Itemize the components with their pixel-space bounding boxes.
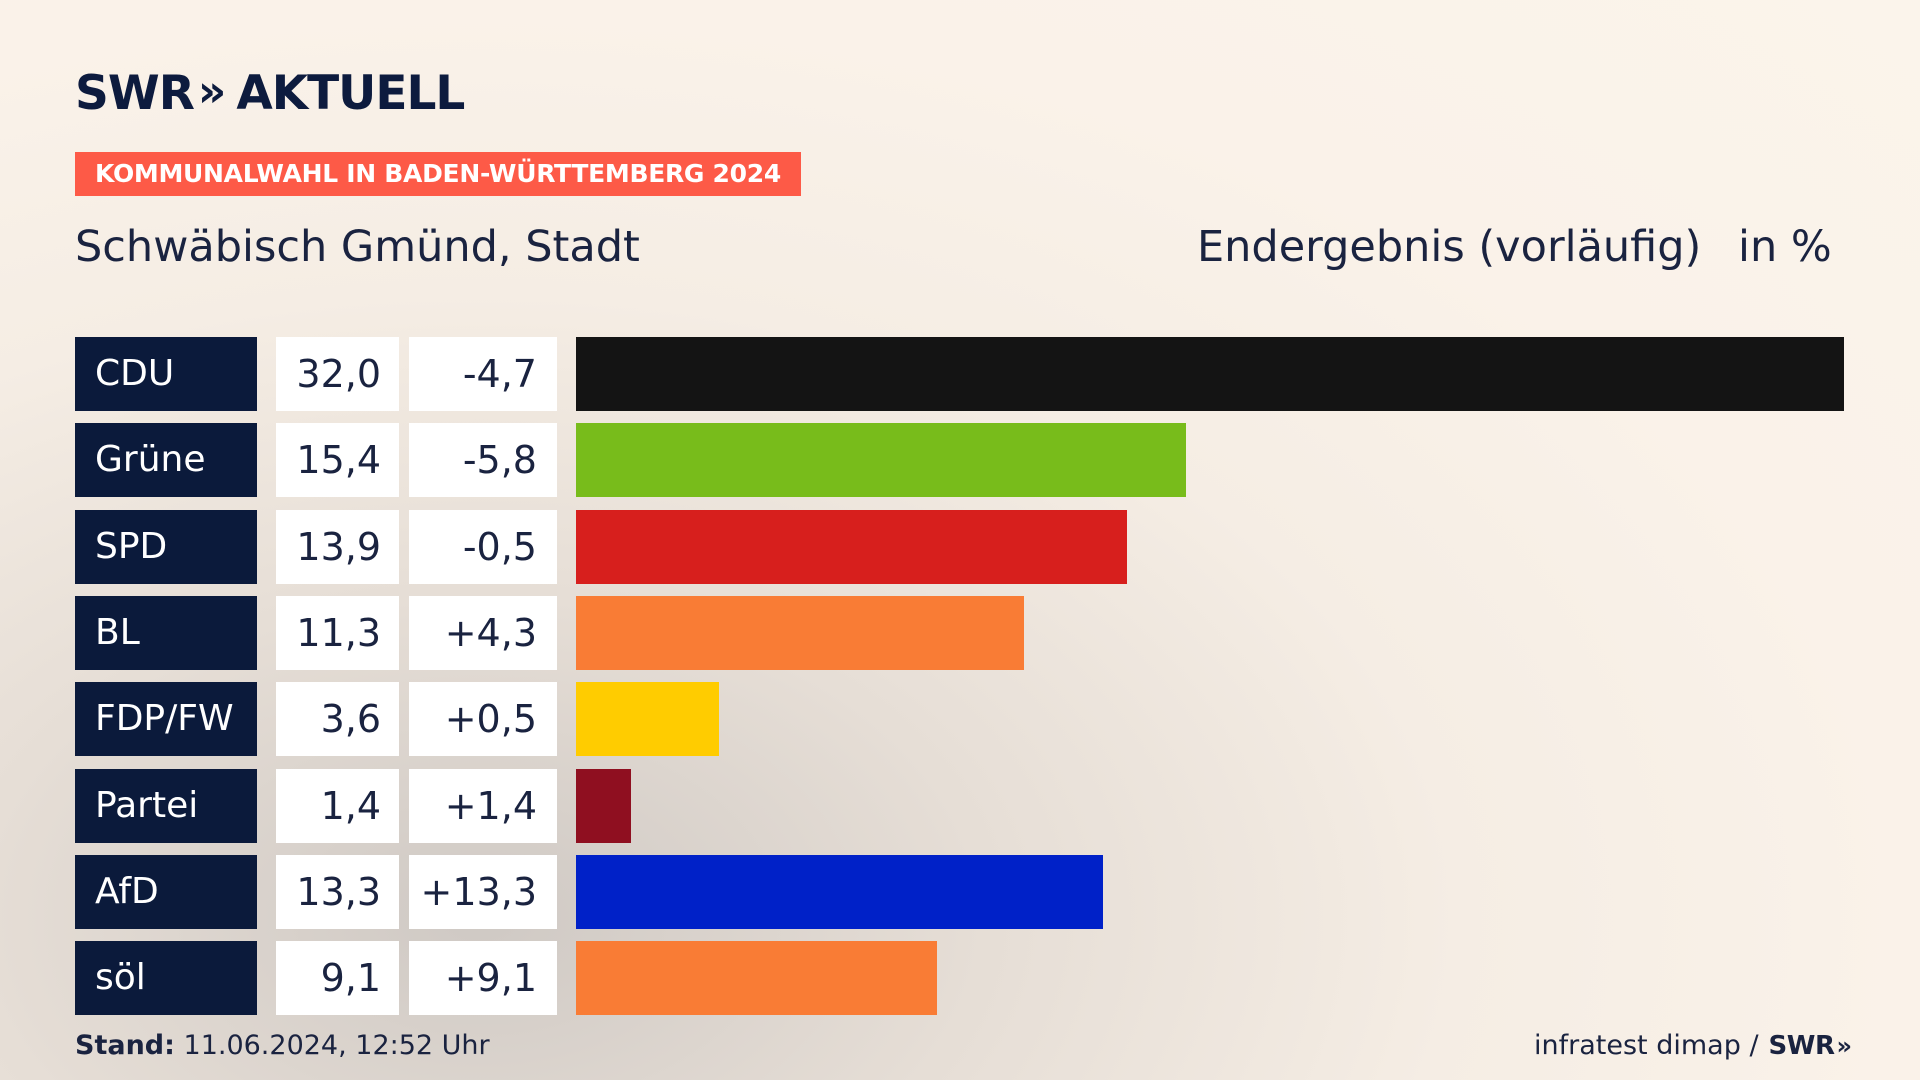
source-credit: infratest dimap / SWR » [1534, 1030, 1851, 1061]
result-bar [576, 941, 937, 1015]
source-swr-logo: SWR [1768, 1030, 1835, 1061]
party-label: FDP/FW [75, 682, 257, 756]
result-row: CDU 32,0 -4,7 [0, 337, 1920, 411]
result-row: AfD 13,3 +13,3 [0, 855, 1920, 929]
change-label: -4,7 [409, 337, 557, 411]
logo-aktuell-text: AKTUELL [236, 66, 465, 121]
result-bar [576, 855, 1103, 929]
party-label: CDU [75, 337, 257, 411]
swr-aktuell-logo: SWR » AKTUELL [75, 66, 465, 121]
change-label: +9,1 [409, 941, 557, 1015]
region-title: Schwäbisch Gmünd, Stadt [75, 222, 640, 272]
vote-share-label: 32,0 [276, 337, 399, 411]
source-text: infratest dimap / [1534, 1030, 1759, 1061]
vote-share-label: 11,3 [276, 596, 399, 670]
change-label: +0,5 [409, 682, 557, 756]
party-label: AfD [75, 855, 257, 929]
party-label: söl [75, 941, 257, 1015]
party-label: BL [75, 596, 257, 670]
result-status: Endergebnis (vorläufig) [1197, 222, 1702, 272]
source-chevron-icon: » [1836, 1031, 1851, 1060]
result-bar [576, 337, 1844, 411]
result-row: Grüne 15,4 -5,8 [0, 423, 1920, 497]
stand-label: Stand: [75, 1030, 175, 1061]
stand-value: 11.06.2024, 12:52 Uhr [183, 1030, 490, 1061]
result-bar [576, 423, 1186, 497]
vote-share-label: 15,4 [276, 423, 399, 497]
vote-share-label: 9,1 [276, 941, 399, 1015]
unit-label: in % [1738, 222, 1832, 272]
logo-swr-text: SWR [75, 66, 195, 121]
result-bar [576, 596, 1024, 670]
change-label: +13,3 [409, 855, 557, 929]
change-label: +1,4 [409, 769, 557, 843]
change-label: -0,5 [409, 510, 557, 584]
result-row: SPD 13,9 -0,5 [0, 510, 1920, 584]
vote-share-label: 3,6 [276, 682, 399, 756]
party-label: SPD [75, 510, 257, 584]
result-row: Partei 1,4 +1,4 [0, 769, 1920, 843]
election-badge: KOMMUNALWAHL IN BADEN-WÜRTTEMBERG 2024 [75, 152, 801, 196]
change-label: +4,3 [409, 596, 557, 670]
result-row: FDP/FW 3,6 +0,5 [0, 682, 1920, 756]
result-bar [576, 682, 719, 756]
result-row: söl 9,1 +9,1 [0, 941, 1920, 1015]
result-row: BL 11,3 +4,3 [0, 596, 1920, 670]
party-label: Grüne [75, 423, 257, 497]
logo-chevron-icon: » [197, 66, 227, 117]
timestamp: Stand: 11.06.2024, 12:52 Uhr [75, 1030, 490, 1061]
vote-share-label: 1,4 [276, 769, 399, 843]
change-label: -5,8 [409, 423, 557, 497]
vote-share-label: 13,3 [276, 855, 399, 929]
result-bar [576, 510, 1127, 584]
result-bar [576, 769, 631, 843]
vote-share-label: 13,9 [276, 510, 399, 584]
party-label: Partei [75, 769, 257, 843]
